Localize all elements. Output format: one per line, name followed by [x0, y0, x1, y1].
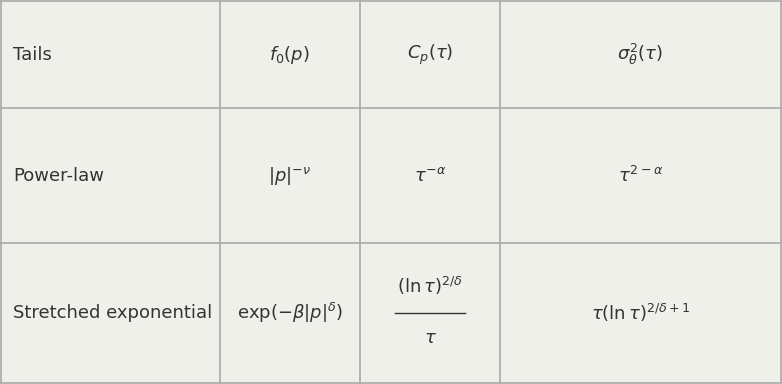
Text: $\tau$: $\tau$: [424, 329, 436, 347]
Text: $(\ln \tau)^{2/\delta}$: $(\ln \tau)^{2/\delta}$: [397, 275, 463, 297]
Text: $|p|^{-\nu}$: $|p|^{-\nu}$: [268, 165, 311, 187]
Text: Tails: Tails: [13, 46, 52, 64]
Text: $f_0(p)$: $f_0(p)$: [269, 44, 310, 66]
Text: Power-law: Power-law: [13, 167, 104, 185]
Text: $\sigma_\theta^2(\tau)$: $\sigma_\theta^2(\tau)$: [617, 42, 663, 67]
Text: $C_p(\tau)$: $C_p(\tau)$: [407, 43, 453, 67]
Text: Stretched exponential: Stretched exponential: [13, 304, 213, 322]
Text: $\tau^{-\alpha}$: $\tau^{-\alpha}$: [414, 167, 447, 185]
Text: $\tau(\ln \tau)^{2/\delta+1}$: $\tau(\ln \tau)^{2/\delta+1}$: [590, 302, 691, 324]
Text: $\tau^{2-\alpha}$: $\tau^{2-\alpha}$: [618, 166, 663, 186]
Text: $\exp(-\beta|p|^\delta)$: $\exp(-\beta|p|^\delta)$: [237, 301, 343, 325]
